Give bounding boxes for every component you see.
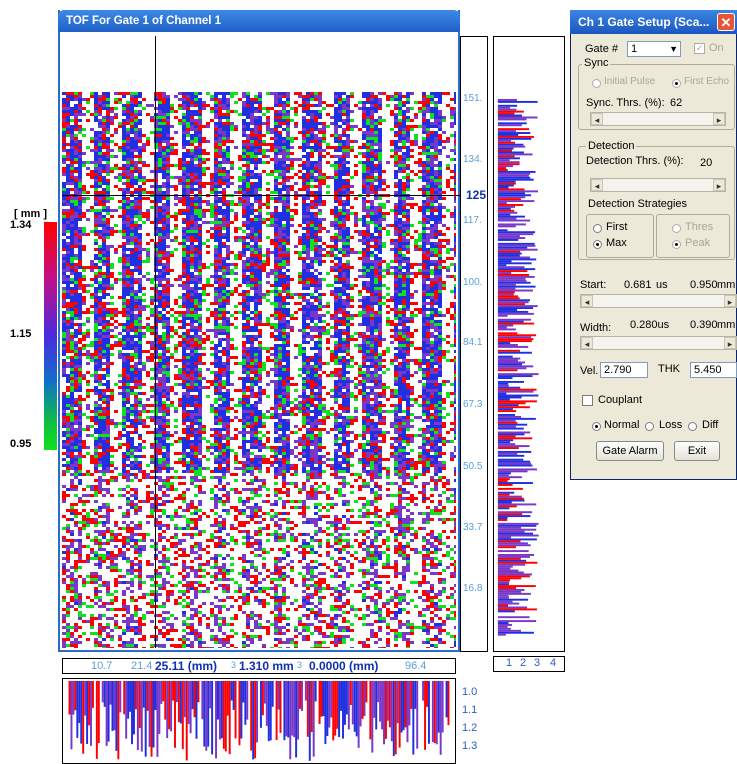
initial-pulse-radio[interactable] <box>592 79 601 88</box>
gate-select[interactable]: 1 ▼ <box>627 41 681 57</box>
detection-group <box>578 146 735 260</box>
first-label: First <box>606 221 628 233</box>
width-slider[interactable]: ◂ ▸ <box>580 336 737 350</box>
width-mm-value: 0.390 <box>690 319 718 331</box>
bottom-profile-plot <box>62 678 456 764</box>
diff-radio[interactable] <box>688 422 697 431</box>
status-z: 0.0000 (mm) <box>309 659 379 673</box>
c-scan-image[interactable] <box>62 92 456 648</box>
status-x2: 21.4 <box>131 660 153 672</box>
crosshair-horizontal <box>62 195 488 196</box>
color-legend-bar <box>44 222 57 450</box>
velocity-input[interactable]: 2.790 <box>600 362 648 378</box>
detection-threshold-label: Detection Thrs. (%): <box>586 155 684 167</box>
normal-radio[interactable] <box>592 422 601 431</box>
legend-min: 0.95 <box>10 438 32 450</box>
on-label: On <box>709 42 724 54</box>
first-radio[interactable] <box>593 224 602 233</box>
bottom-profile-axis: 1.0 1.1 1.2 1.3 <box>456 678 492 764</box>
profile-tick: 3 <box>534 657 541 669</box>
sync-group <box>578 64 735 130</box>
y-tick: 67.3 <box>463 399 483 410</box>
y-tick: 50.5 <box>463 461 483 472</box>
legend-mid: 1.15 <box>10 328 32 340</box>
thickness-input[interactable]: 5.450 <box>690 362 737 378</box>
status-cursor-x: 25.11 (mm) <box>155 659 218 673</box>
sync-group-label: Sync <box>582 57 611 69</box>
normal-label: Normal <box>604 419 640 431</box>
velocity-label: Vel. <box>580 365 599 377</box>
start-mm-unit: mm <box>717 279 736 291</box>
gate-alarm-button[interactable]: Gate Alarm <box>596 441 664 461</box>
couplant-checkbox[interactable] <box>582 395 593 406</box>
width-mm-unit: mm <box>717 319 736 331</box>
right-profile-axis: 1 2 3 4 <box>493 656 565 672</box>
y-tick: 117. <box>463 215 482 226</box>
initial-pulse-label: Initial Pulse <box>604 76 656 87</box>
start-slider[interactable]: ◂ ▸ <box>580 294 737 308</box>
cursor-y-value: 125 <box>466 188 487 202</box>
max-label: Max <box>606 237 627 249</box>
diff-label: Diff <box>702 419 719 431</box>
y-tick: 100. <box>463 277 483 288</box>
detection-threshold-slider[interactable]: ◂ ▸ <box>590 178 726 192</box>
status-x-end: 96.4 <box>405 660 427 672</box>
y-tick: 151. <box>463 93 483 104</box>
strategy-box-left <box>586 214 654 258</box>
profile-tick: 2 <box>520 657 527 669</box>
profile-tick: 1.2 <box>462 722 478 734</box>
status-cursor-value: 1.310 mm <box>239 659 294 673</box>
peak-label: Peak <box>685 237 711 249</box>
close-icon[interactable]: ✕ <box>717 13 735 31</box>
exit-button[interactable]: Exit <box>674 441 720 461</box>
status-x1: 10.7 <box>91 660 113 672</box>
first-echo-radio[interactable] <box>672 79 681 88</box>
gate-label: Gate # <box>585 43 619 55</box>
max-radio[interactable] <box>593 240 602 249</box>
y-tick: 134. <box>463 154 483 165</box>
detection-threshold-value: 20 <box>700 157 713 169</box>
chevron-down-icon: ▼ <box>669 44 678 54</box>
y-axis-strip: 151. 134. 117. 100. 84.1 67.3 50.5 33.7 … <box>460 36 488 652</box>
sync-threshold-slider[interactable]: ◂ ▸ <box>590 112 726 126</box>
first-echo-label: First Echo <box>684 76 730 87</box>
profile-tick: 1.1 <box>462 704 478 716</box>
legend-max: 1.34 <box>10 219 32 231</box>
start-us-unit: us <box>656 279 668 291</box>
detection-strategies-label: Detection Strategies <box>588 198 688 210</box>
sync-threshold-value: 62 <box>670 97 683 109</box>
start-us-value: 0.681 <box>624 279 652 291</box>
thickness-label: THK <box>658 363 680 375</box>
sync-threshold-label: Sync. Thrs. (%): <box>586 97 665 109</box>
loss-label: Loss <box>659 419 683 431</box>
y-tick: 33.7 <box>463 522 483 533</box>
start-mm-value: 0.950 <box>690 279 718 291</box>
tof-window-title: TOF For Gate 1 of Channel 1 <box>58 10 460 32</box>
width-us-value: 0.280us <box>630 319 670 331</box>
profile-tick: 4 <box>550 657 557 669</box>
y-tick: 84.1 <box>463 337 483 348</box>
status-bar: 10.7 21.4 25.11 (mm) 3 1.310 mm 3 0.0000… <box>62 658 456 674</box>
peak-radio[interactable] <box>672 240 681 249</box>
thres-radio[interactable] <box>672 224 681 233</box>
crosshair-vertical <box>155 36 156 648</box>
couplant-label: Couplant <box>598 394 643 406</box>
status-frag2: 3 <box>297 660 303 670</box>
thres-label: Thres <box>685 221 714 233</box>
status-frag1: 3 <box>231 660 237 670</box>
loss-radio[interactable] <box>645 422 654 431</box>
profile-tick: 1.3 <box>462 740 478 752</box>
y-tick: 16.8 <box>463 583 483 594</box>
profile-tick: 1 <box>506 657 513 669</box>
width-label: Width: <box>580 322 612 334</box>
right-profile-plot <box>493 36 565 652</box>
strategy-box-right <box>656 214 730 258</box>
start-label: Start: <box>580 279 607 291</box>
profile-tick: 1.0 <box>462 686 478 698</box>
legend-unit: [ mm ] <box>14 208 47 220</box>
detection-group-label: Detection <box>586 140 637 152</box>
dialog-title: Ch 1 Gate Setup (Sca... <box>570 10 737 34</box>
on-checkbox[interactable]: ✓ <box>694 43 705 54</box>
